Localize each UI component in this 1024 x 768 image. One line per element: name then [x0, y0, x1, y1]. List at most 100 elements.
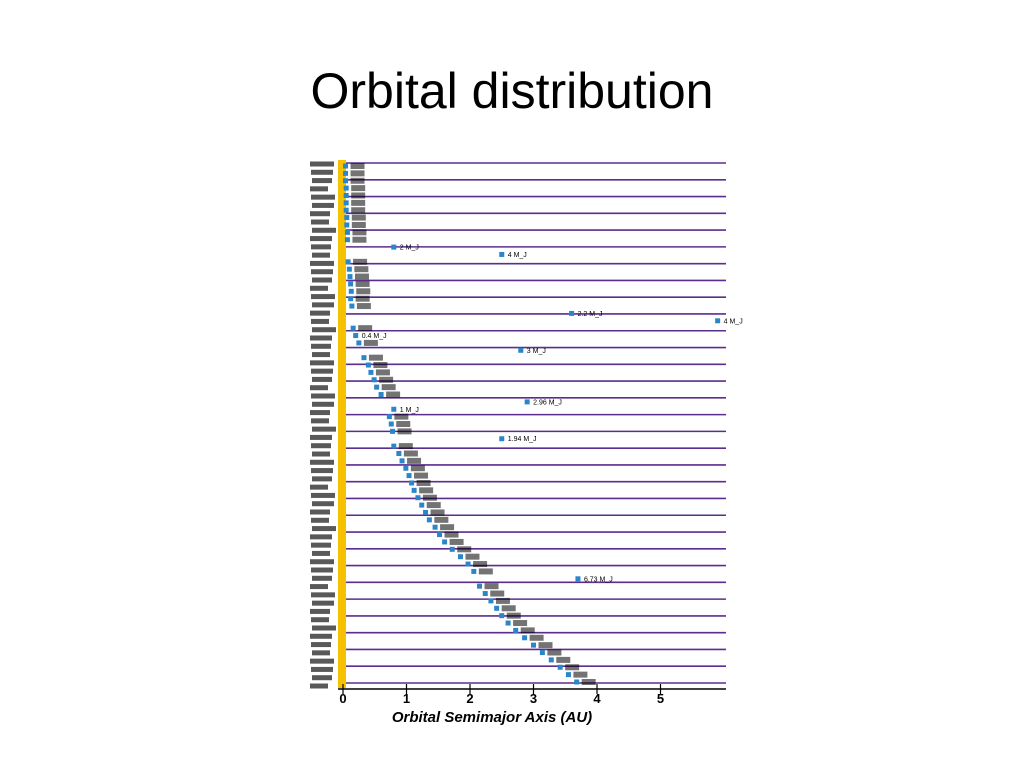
planet-label-mark: [581, 679, 596, 685]
star-name-label: [310, 211, 330, 217]
star-name-label: [310, 683, 328, 689]
star-name-label: [312, 625, 336, 631]
star-name-label: [310, 385, 328, 391]
x-tick-label: 1: [403, 691, 410, 706]
x-tick-label: 4: [593, 691, 601, 706]
star-name-label: [312, 302, 334, 308]
star-name-label: [312, 376, 332, 382]
planet-point: [349, 303, 355, 309]
star-name-label: [311, 492, 335, 498]
planet-label-mark: [513, 620, 528, 627]
star-name-label: [310, 633, 332, 639]
star-name-label: [312, 227, 336, 233]
planet-points: [343, 163, 721, 685]
planet-label-mark: [506, 612, 521, 619]
planet-point: [403, 465, 409, 471]
planet-point: [499, 613, 505, 619]
planet-label-mark: [490, 590, 505, 597]
planet-label-mark: [396, 421, 411, 427]
planet-label-mark: [351, 185, 366, 192]
star-name-label: [312, 575, 332, 581]
planet-label-mark: [386, 391, 401, 398]
planet-point: [343, 192, 349, 198]
planet-label-mark: [354, 266, 369, 273]
planet-label-mark: [573, 671, 588, 678]
star-name-label: [311, 219, 329, 225]
planet-point: [432, 524, 438, 530]
planet-point: [344, 215, 350, 221]
star-name-label: [312, 426, 336, 432]
planet-point: [356, 340, 362, 346]
planet-label-mark: [416, 479, 431, 486]
star-name-label: [311, 617, 329, 623]
planet-label-mark: [478, 568, 493, 575]
star-name-label: [312, 550, 330, 556]
planet-label-mark: [352, 236, 367, 243]
planet-point: [391, 443, 397, 449]
planet-point: [347, 274, 353, 280]
planet-point: [499, 436, 505, 442]
star-name-label: [310, 434, 332, 440]
star-name-label: [310, 410, 330, 416]
planet-mass-annotation: 3 M_J: [527, 348, 546, 355]
planet-point: [565, 672, 571, 678]
planet-point: [368, 369, 374, 375]
x-tick-label: 2: [466, 691, 473, 706]
planet-point: [505, 620, 511, 626]
star-name-label: [310, 608, 330, 614]
planet-point: [557, 664, 563, 670]
star-name-label: [311, 244, 331, 250]
planet-point: [488, 598, 494, 604]
planet-point: [371, 377, 377, 383]
planet-label-mark: [556, 656, 571, 663]
planet-mass-annotation: 2.96 M_J: [533, 399, 562, 406]
planet-label-mark: [373, 362, 388, 369]
planet-label-mark: [350, 170, 365, 177]
planet-label-mark: [465, 553, 480, 560]
planet-point: [343, 178, 349, 184]
planet-point: [348, 281, 354, 287]
planet-label-mark: [394, 413, 409, 420]
planet-point: [471, 568, 477, 574]
planet-label-mark: [375, 369, 390, 376]
planet-point: [574, 679, 580, 685]
planet-point: [409, 480, 415, 486]
planet-point: [344, 237, 350, 243]
star-name-label: [310, 310, 330, 316]
planet-label-mark: [354, 273, 369, 280]
planet-point: [361, 355, 367, 361]
x-axis-label: Orbital Semimajor Axis (AU): [392, 709, 592, 726]
planet-point: [386, 414, 392, 420]
star-name-label: [311, 567, 333, 573]
star-name-label: [311, 468, 333, 474]
planet-label-mark: [538, 642, 553, 649]
star-name-label: [310, 584, 328, 590]
planet-point: [548, 657, 554, 663]
planet-point: [518, 347, 524, 353]
planet-point: [343, 163, 349, 169]
star-name-label: [310, 459, 334, 465]
star-name-label: [311, 368, 333, 374]
star-name-label: [312, 501, 334, 507]
star-name-label: [311, 393, 335, 399]
star-name-label: [312, 476, 332, 482]
planet-point: [346, 266, 352, 272]
planet-point: [426, 517, 432, 523]
planet-point: [343, 200, 349, 206]
planet-label-mark: [440, 524, 455, 531]
planet-label-mark: [434, 516, 449, 523]
planet-label-mark: [457, 546, 472, 553]
star-name-label: [310, 509, 330, 515]
planet-point: [350, 325, 356, 331]
star-name-label: [311, 418, 329, 424]
planet-label-mark: [350, 163, 365, 169]
planet-point: [522, 635, 528, 641]
planet-point: [343, 185, 349, 191]
planet-point: [499, 251, 505, 257]
planet-label-mark: [353, 258, 368, 265]
star-name-label: [311, 194, 335, 200]
planet-point: [388, 421, 394, 427]
star-name-label: [312, 178, 332, 184]
planet-point: [390, 428, 396, 434]
star-name-label: [311, 542, 331, 548]
